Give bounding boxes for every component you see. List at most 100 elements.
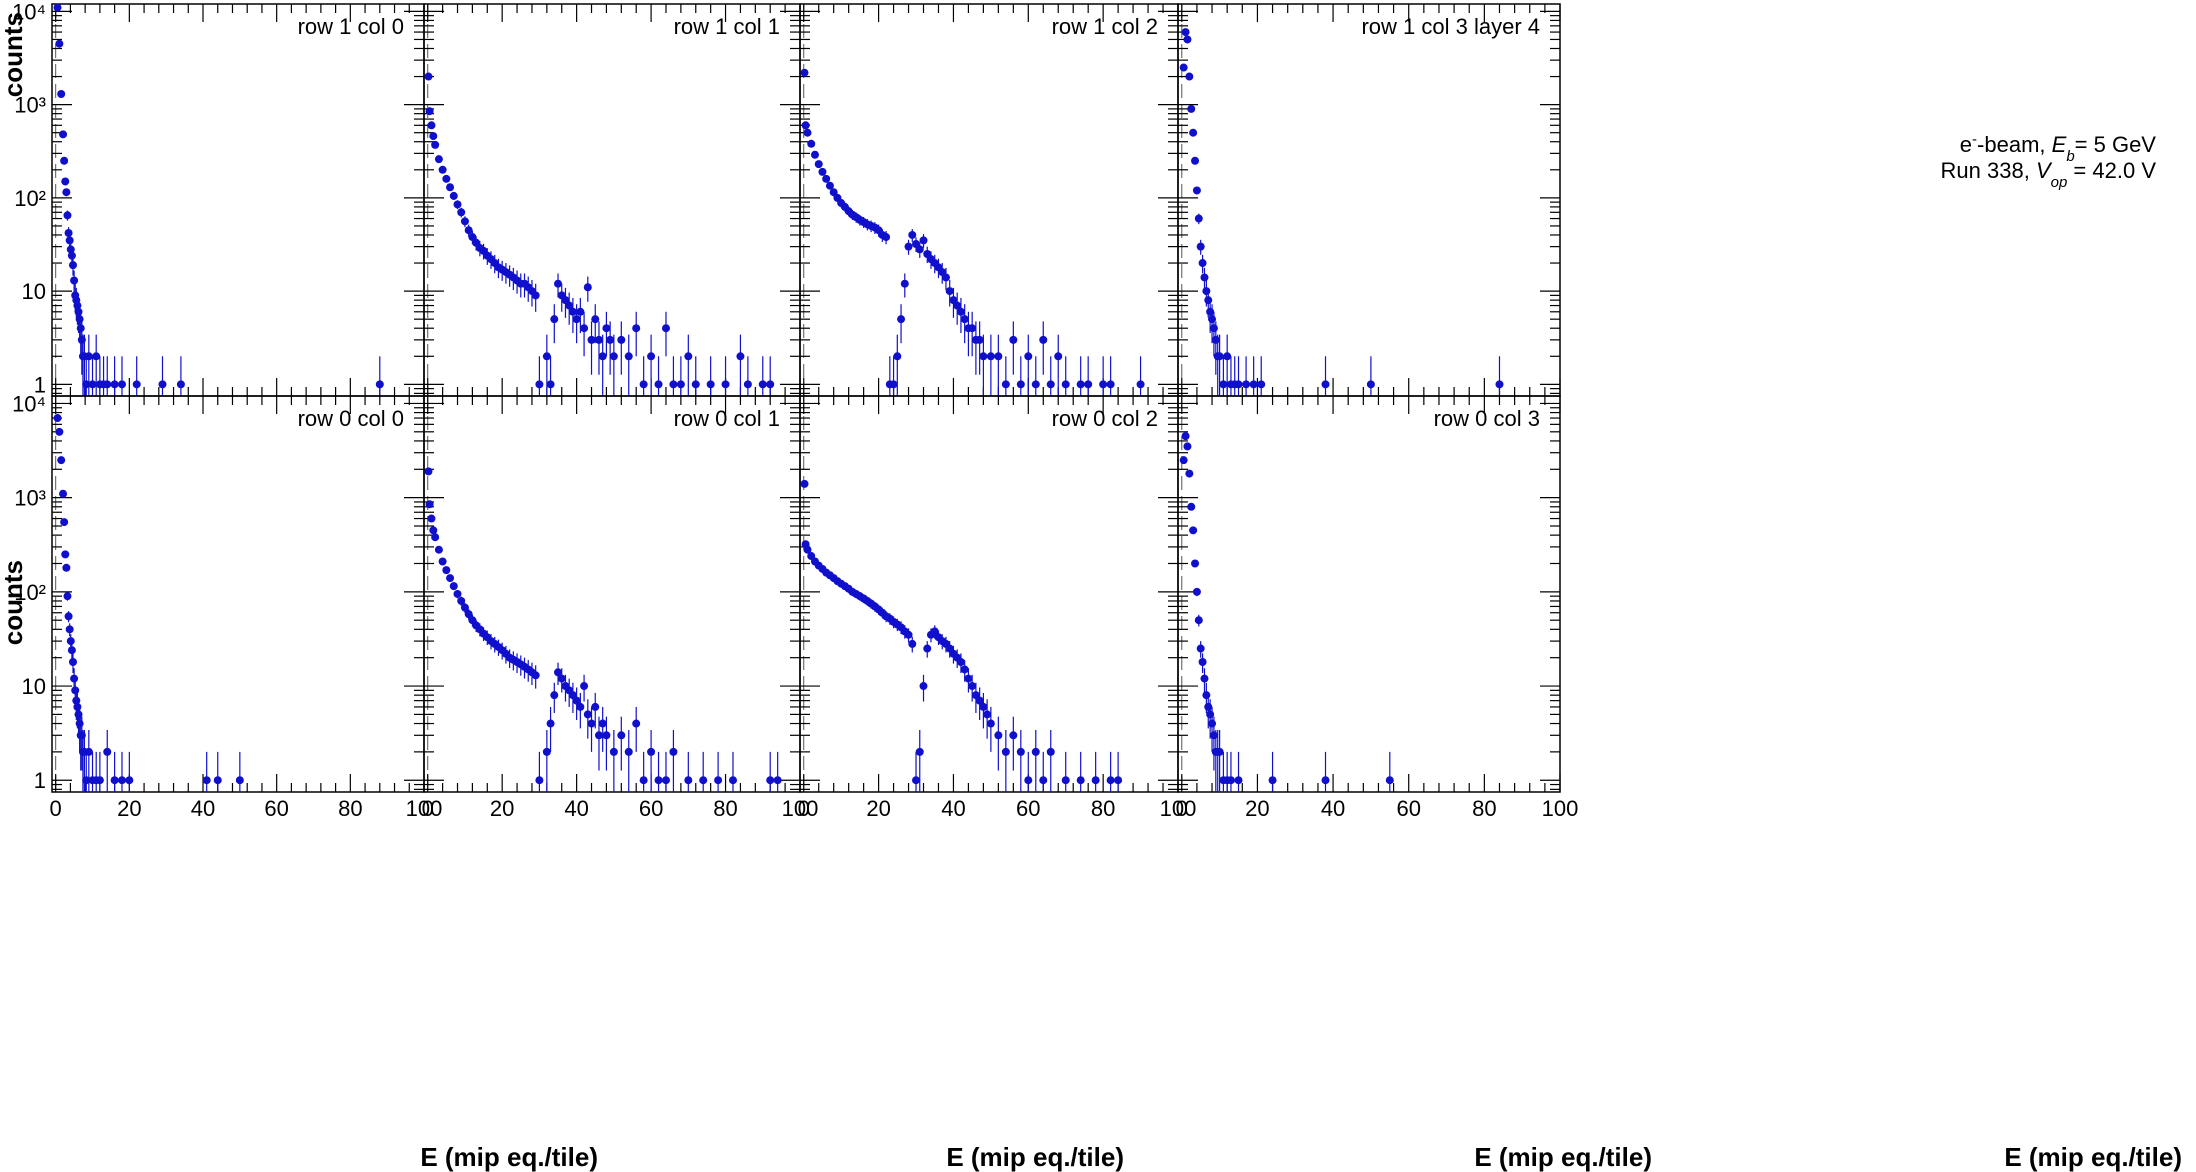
data-point (1039, 335, 1048, 344)
data-point (1202, 691, 1211, 700)
data-point (814, 160, 823, 169)
data-point (57, 456, 66, 465)
x-tick-label: 40 (564, 796, 588, 821)
panel-frame (51, 3, 425, 397)
data-point (554, 668, 563, 677)
data-point (66, 245, 75, 254)
data-point (1226, 776, 1235, 785)
data-point (1191, 559, 1200, 568)
data-point (818, 167, 827, 176)
data-point (1209, 731, 1218, 740)
data-point (75, 315, 84, 324)
data-point (1024, 352, 1033, 361)
x-tick-label: 60 (1016, 796, 1040, 821)
x-tick-label: 60 (639, 796, 663, 821)
data-point (1185, 469, 1194, 478)
data-point (1200, 674, 1209, 683)
data-point (882, 233, 891, 242)
data-point (1366, 380, 1375, 389)
data-point (800, 68, 809, 77)
data-point (68, 261, 77, 270)
data-point (460, 603, 469, 612)
data-point (464, 226, 473, 235)
data-point (1209, 324, 1218, 333)
y-axis-title-top: counts (0, 12, 28, 97)
data-point (1495, 380, 1504, 389)
data-point (76, 324, 85, 333)
data-point (801, 121, 810, 130)
data-point (606, 335, 615, 344)
data-point (1234, 380, 1243, 389)
data-point (609, 747, 618, 756)
data-point (53, 3, 62, 12)
data-point (1185, 72, 1194, 81)
data-point (994, 352, 1003, 361)
data-point (699, 776, 708, 785)
data-point (576, 307, 585, 316)
data-point (442, 174, 451, 183)
data-point (583, 283, 592, 292)
data-point (84, 352, 93, 361)
data-point (65, 236, 74, 245)
panel-label: row 0 col 0 (298, 406, 404, 431)
data-point (941, 273, 950, 282)
data-point (53, 414, 62, 423)
data-point (449, 191, 458, 200)
data-point (1181, 432, 1190, 441)
x-tick-label: 20 (490, 796, 514, 821)
data-point (953, 301, 962, 310)
annotation-voltage: = 42.0 V (2067, 158, 2156, 183)
data-point (427, 514, 436, 523)
data-point (904, 630, 913, 639)
x-tick-label: 0 (1176, 796, 1188, 821)
y-tick-label: 10⁴ (12, 391, 46, 416)
data-point (1385, 776, 1394, 785)
data-point (557, 674, 566, 683)
panel-label: row 1 col 1 (674, 14, 780, 39)
data-point (807, 139, 816, 148)
data-point (624, 747, 633, 756)
data-point (669, 747, 678, 756)
data-point (1183, 35, 1192, 44)
data-point (766, 380, 775, 389)
panel-label: row 0 col 2 (1052, 406, 1158, 431)
data-point (930, 627, 939, 636)
data-point (654, 776, 663, 785)
data-point (904, 242, 913, 251)
x-tick-label: 0 (422, 796, 434, 821)
data-point (1099, 380, 1108, 389)
data-point (1024, 776, 1033, 785)
data-point (1106, 776, 1115, 785)
data-point (542, 747, 551, 756)
data-point (994, 731, 1003, 740)
data-point (1076, 776, 1085, 785)
data-point (803, 128, 812, 137)
data-point (1192, 186, 1201, 195)
data-point (61, 550, 70, 559)
data-point (431, 140, 440, 149)
data-point (565, 301, 574, 310)
annotation-E: E (2052, 132, 2067, 157)
x-tick-label: 40 (941, 796, 965, 821)
data-point (956, 307, 965, 316)
data-point (594, 335, 603, 344)
data-point (64, 228, 73, 237)
data-point (1321, 380, 1330, 389)
data-point (84, 747, 93, 756)
data-point (431, 533, 440, 542)
data-point (743, 380, 752, 389)
data-point (554, 279, 563, 288)
data-point (908, 639, 917, 648)
data-point (1198, 657, 1207, 666)
data-point (1009, 731, 1018, 740)
panel-label: row 1 col 2 (1052, 14, 1158, 39)
data-point (773, 776, 782, 785)
data-point (1194, 616, 1203, 625)
data-point (1046, 380, 1055, 389)
data-point (598, 352, 607, 361)
data-point (535, 776, 544, 785)
x-tick-label: 60 (264, 796, 288, 821)
data-point (438, 165, 447, 174)
annotation-e-sup: - (1972, 131, 1977, 148)
data-point (65, 625, 74, 634)
